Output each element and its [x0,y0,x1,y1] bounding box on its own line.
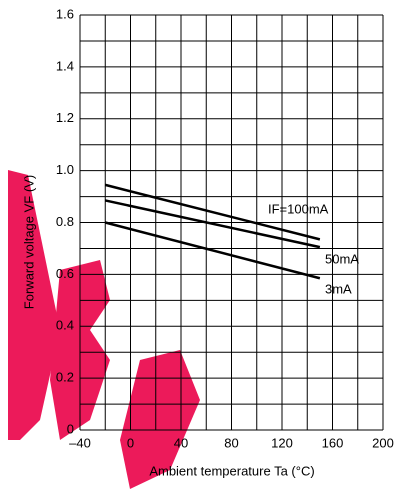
x-tick-label: 80 [224,435,238,450]
watermark [8,170,200,489]
x-tick-label: 40 [174,435,188,450]
y-tick-label: 1.6 [56,6,74,21]
x-tick-label: 160 [322,435,344,450]
y-tick-label: 0.8 [56,214,74,229]
y-tick-label: 0.6 [56,266,74,281]
data-line [104,183,321,241]
y-tick-label: 0.4 [56,318,74,333]
y-tick-label: 1.0 [56,162,74,177]
x-axis-label: Ambient temperature Ta (°C) [149,463,314,478]
y-tick-label: 0 [67,421,74,436]
y-tick-label: 1.2 [56,110,74,125]
y-axis-label: Forward voltage VF (V) [21,175,36,309]
x-tick-label: 0 [127,435,134,450]
series-label: 3mA [325,281,352,296]
series-label: 50mA [325,251,359,266]
series-label: IF=100mA [268,201,329,216]
y-tick-label: 1.4 [56,58,74,73]
x-tick-label: –40 [69,435,91,450]
x-tick-label: 120 [271,435,293,450]
data-line [104,199,321,249]
data-line [104,221,321,280]
y-tick-label: 0.2 [56,370,74,385]
x-tick-label: 200 [372,435,394,450]
